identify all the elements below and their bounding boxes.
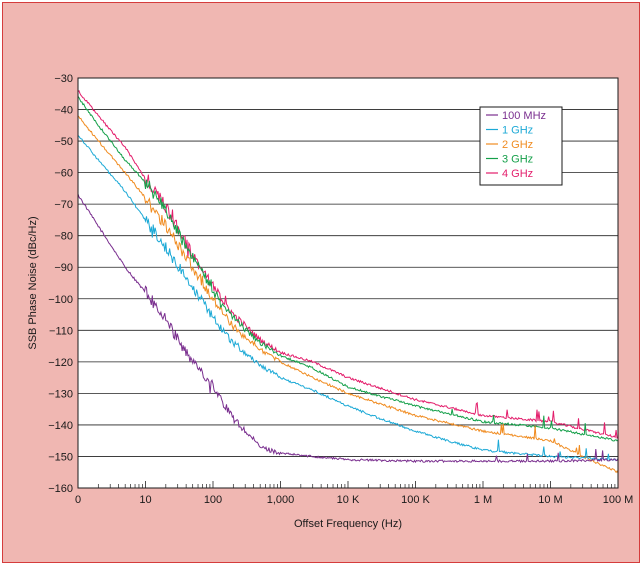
- y-axis-title: SSB Phase Noise (dBc/Hz): [27, 216, 39, 349]
- y-tick-label: −150: [48, 451, 73, 463]
- y-tick-label: −80: [54, 231, 73, 243]
- y-tick-label: −110: [49, 325, 73, 337]
- x-tick-label: 0: [75, 494, 81, 506]
- plot-border: [77, 77, 619, 489]
- x-tick-label: 10 K: [337, 494, 360, 506]
- y-tick-label: −130: [48, 388, 73, 400]
- y-tick-label: −100: [48, 294, 73, 306]
- legend-entry: 3 GHz: [502, 154, 533, 166]
- x-tick-label: 100: [204, 494, 222, 506]
- y-tick-label: −30: [54, 73, 73, 85]
- series-layer: [77, 90, 619, 474]
- y-tick-label: −40: [54, 105, 73, 117]
- x-minor-ticks: [97, 481, 619, 488]
- series-line-1-ghz: [77, 135, 619, 462]
- series-line-100-mhz: [77, 193, 619, 464]
- y-tick-label: −140: [48, 420, 73, 432]
- legend-entry: 1 GHz: [502, 125, 533, 137]
- legend-entry: 100 MHz: [502, 110, 546, 122]
- y-tick-label: −60: [54, 168, 73, 180]
- legend-entry: 2 GHz: [502, 139, 533, 151]
- x-axis-title: Offset Frequency (Hz): [294, 518, 402, 530]
- x-tick-label: 10 M: [538, 494, 562, 506]
- y-tick-label: −160: [48, 483, 73, 495]
- x-tick-label: 1,000: [267, 494, 295, 506]
- y-tick-label: −50: [54, 136, 73, 148]
- y-tick-label: −90: [54, 262, 73, 274]
- x-tick-label: 100 K: [401, 494, 430, 506]
- series-line-2-ghz: [77, 115, 619, 474]
- series-line-4-ghz: [77, 90, 619, 439]
- y-tick-label: −70: [54, 199, 73, 211]
- x-tick-labels: 0 10 100 1,000 10 K 100 K 1 M 10 M 100 M: [75, 494, 633, 506]
- legend-entry: 4 GHz: [502, 168, 533, 180]
- legend-box: [479, 106, 563, 186]
- y-tick-label: −120: [48, 357, 73, 369]
- x-tick-label: 100 M: [603, 494, 634, 506]
- series-line-3-ghz: [77, 96, 619, 442]
- y-tick-labels: −30 −40 −50 −60 −70 −80 −90 −100 −110 −120 −130 −14…: [48, 73, 73, 495]
- x-tick-label: 10: [139, 494, 151, 506]
- x-tick-label: 1 M: [474, 494, 492, 506]
- legend: 100 MHz 1 GHz 2 GHz 3 GHz 4 GHz: [479, 106, 563, 186]
